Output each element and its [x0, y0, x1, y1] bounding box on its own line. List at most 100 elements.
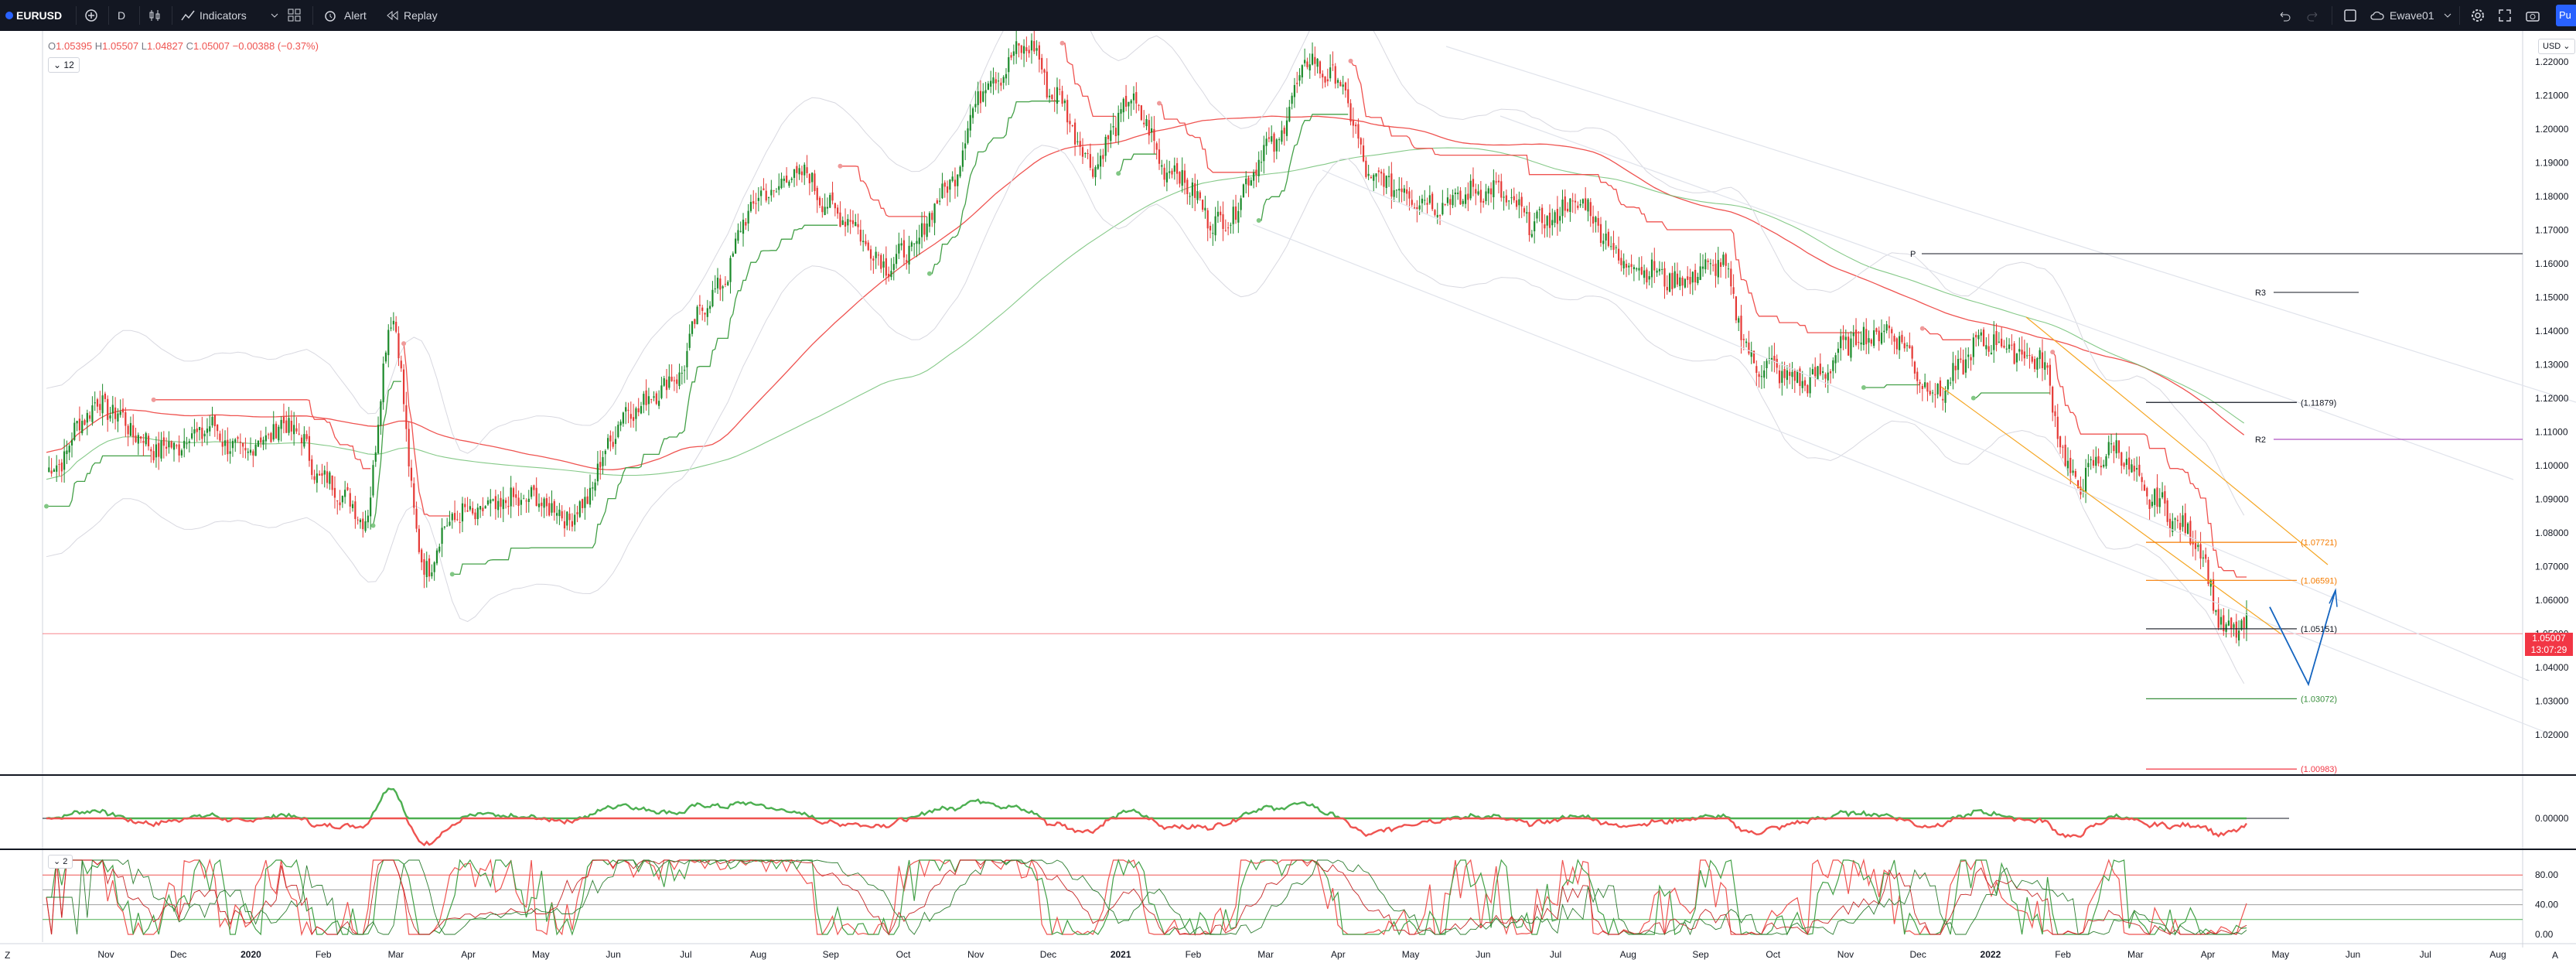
- candle-body: [1585, 198, 1587, 210]
- candle-body: [135, 435, 137, 442]
- candle-body: [1595, 217, 1597, 223]
- pivot-p-label: P: [1910, 250, 1916, 259]
- publish-button[interactable]: Pu: [2556, 5, 2576, 26]
- replay-button[interactable]: Replay: [404, 9, 438, 22]
- candle-body: [121, 408, 125, 413]
- candle-body: [1681, 277, 1684, 286]
- undo-icon[interactable]: [2277, 0, 2293, 31]
- ohlc-legend: O1.05395 H1.05507 L1.04827 C1.05007 −0.0…: [48, 40, 319, 52]
- candle-body: [732, 253, 734, 257]
- candle-body: [2143, 484, 2146, 491]
- candle-body: [933, 203, 936, 224]
- trend-flip-dot: [401, 341, 407, 347]
- redo-icon[interactable]: [2306, 0, 2322, 31]
- time-tick-label: 2020: [241, 949, 261, 960]
- chart-type-candles-icon[interactable]: [147, 0, 164, 31]
- candle-body: [1730, 268, 1732, 287]
- candle-body: [2003, 345, 2005, 348]
- candle-body: [1485, 191, 1487, 201]
- candle-body: [364, 521, 367, 531]
- chevron-down-icon[interactable]: [2444, 0, 2453, 31]
- candle-body: [967, 128, 969, 143]
- symbol-button[interactable]: EURUSD: [16, 9, 63, 22]
- alert-button[interactable]: Alert: [344, 9, 367, 22]
- candle-body: [1944, 390, 1947, 403]
- fullscreen-icon[interactable]: [2498, 0, 2515, 31]
- candle-body: [1038, 45, 1040, 60]
- gear-icon[interactable]: [2471, 0, 2488, 31]
- candle-body: [821, 206, 824, 213]
- candle-body: [543, 498, 545, 508]
- change-value: −0.00388 (−0.37%): [232, 40, 319, 52]
- pane-indicator-toggle[interactable]: ⌄ 2: [48, 855, 73, 869]
- candle-body: [1880, 333, 1883, 344]
- layout-square-icon[interactable]: [2343, 0, 2360, 31]
- candle-body: [1071, 125, 1073, 126]
- candle-body: [1002, 77, 1005, 84]
- candle-body: [995, 79, 997, 84]
- candle-body: [1740, 316, 1742, 340]
- candle-body: [1617, 248, 1620, 261]
- candle-body: [568, 514, 571, 521]
- candle-body: [979, 90, 982, 104]
- currency-selector[interactable]: USD ⌄: [2538, 39, 2575, 54]
- candle-body: [2077, 480, 2080, 489]
- candle-body: [1015, 41, 1018, 54]
- candle-body: [749, 201, 752, 211]
- candle-body: [441, 528, 443, 545]
- candle-body: [939, 200, 941, 202]
- candle-body: [2141, 476, 2143, 483]
- candle-body: [160, 440, 162, 459]
- candle-body: [1063, 101, 1066, 104]
- candle-body: [655, 393, 657, 405]
- candle-body: [453, 513, 456, 521]
- candle-body: [221, 442, 223, 447]
- candle-body: [964, 143, 967, 149]
- candle-body: [1668, 273, 1671, 292]
- indicators-button[interactable]: Indicators: [200, 9, 247, 22]
- candle-body: [400, 360, 402, 369]
- candle-body: [520, 500, 522, 505]
- candle-body: [1687, 276, 1689, 280]
- candle-body: [1043, 69, 1046, 73]
- candle-body: [1559, 216, 1561, 221]
- candle-body: [1255, 169, 1257, 176]
- chart-canvas[interactable]: P R3 R2 (1.11879) (1.07721) (1.06591) (1.05151…: [0, 31, 2576, 963]
- price-tick-label: 1.20000: [2535, 124, 2569, 135]
- toolbar-divider: [76, 6, 77, 25]
- candle-body: [1574, 200, 1577, 203]
- trend-channel-line: [1252, 224, 2553, 736]
- candle-body: [1051, 94, 1053, 100]
- candle-body: [1232, 207, 1234, 224]
- candle-body: [1487, 188, 1489, 194]
- chart-drawings[interactable]: P R3 R2 (1.11879) (1.07721) (1.06591) (1.05151…: [43, 46, 2576, 774]
- auto-scale-button[interactable]: A: [2552, 950, 2559, 961]
- candle-body: [2082, 490, 2084, 492]
- candle-body: [1438, 215, 1442, 217]
- candlestick-series: [48, 31, 2248, 647]
- timezone-button[interactable]: Z: [5, 950, 11, 961]
- candle-body: [2197, 545, 2199, 548]
- layout-name-button[interactable]: Ewave01: [2390, 9, 2434, 22]
- compare-add-icon[interactable]: [82, 0, 101, 31]
- candle-body: [262, 439, 264, 445]
- trailing-stop-line: [1863, 384, 1920, 388]
- candle-body: [1791, 371, 1793, 377]
- candle-body: [165, 446, 168, 449]
- chevron-down-icon[interactable]: [271, 0, 280, 31]
- templates-grid-icon[interactable]: [288, 0, 305, 31]
- candle-body: [1709, 263, 1712, 265]
- candle-body: [303, 434, 305, 447]
- interval-button[interactable]: D: [118, 9, 126, 22]
- candle-body: [1385, 176, 1387, 189]
- price-tick-label: 1.11000: [2535, 427, 2568, 438]
- candle-body: [1403, 188, 1405, 193]
- candle-body: [663, 377, 665, 386]
- candle-body: [1273, 133, 1275, 152]
- candle-body: [1766, 360, 1768, 369]
- candle-body: [1909, 345, 1911, 348]
- candle-body: [2023, 351, 2025, 359]
- indicator-collapse-button[interactable]: ⌄ 12: [48, 57, 80, 73]
- candle-body: [701, 307, 704, 311]
- camera-icon[interactable]: [2525, 0, 2542, 31]
